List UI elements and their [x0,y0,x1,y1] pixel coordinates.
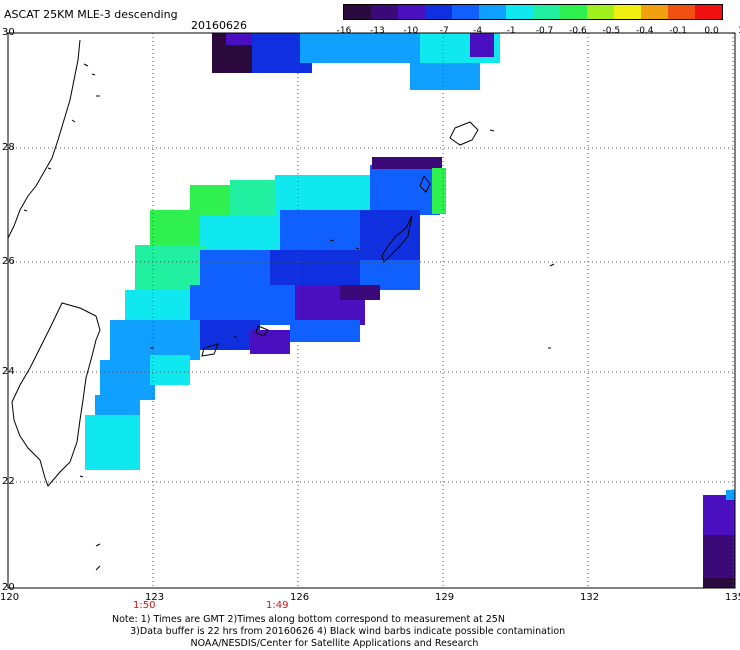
color-scale-swatch [371,5,398,19]
swath-cell [250,330,290,354]
color-scale-swatch [560,5,587,19]
color-scale-label: -1 [506,26,516,36]
swath-cell [226,33,256,45]
swath-cell [703,535,735,580]
swath-cell [270,250,370,290]
swath-cell [703,578,735,588]
lon-label: 120 [0,592,20,603]
color-scale-swatch [587,5,614,19]
coastline-small-isles [79,129,555,571]
coastline-amami [419,174,431,193]
color-scale-label: -7 [439,26,449,36]
lat-label: 26 [2,256,15,267]
swath-cell [290,320,360,342]
swath-cell [100,360,155,400]
lon-label: 132 [580,592,600,603]
lat-lon-grid [7,32,735,589]
color-scale-swatch [668,5,695,19]
swath-cell [432,168,446,214]
lon-label: 129 [435,592,455,603]
time-label-1: 1:49 [266,600,289,611]
time-label-0: 1:50 [133,600,156,611]
swath-cell [372,157,442,169]
footnote-line-1: Note: 1) Times are GMT 2)Times along bot… [112,614,505,625]
map-title: ASCAT 25KM MLE-3 descending [4,8,178,21]
lat-label: 30 [2,27,15,38]
swath-data-cells [85,33,735,588]
swath-cell [275,175,375,215]
color-scale-label: -0.4 [635,26,654,36]
lat-label: 28 [2,142,15,153]
swath-cell [470,33,494,57]
lat-label: 22 [2,476,15,487]
color-scale-label: -13 [370,26,385,36]
color-scale-label: -0.1 [669,26,687,36]
swath-cell [190,285,300,325]
color-scale-bar [343,4,723,20]
color-scale-swatch [344,5,371,19]
coastline-okinawa [381,215,413,263]
coastline-ishigaki [255,325,269,337]
coastline-iriomote [201,343,219,357]
swath-cell [300,33,420,63]
swath-cell [95,395,140,415]
map-frame [7,32,736,589]
swath-cell [340,285,380,300]
swath-cell [85,415,140,470]
coastlines [7,39,555,571]
coastline-taiwan [11,302,101,487]
footnote-line-3: NOAA/NESDIS/Center for Satellite Applica… [190,638,479,649]
color-scale-label: -0.7 [535,26,554,36]
color-scale-swatch [533,5,560,19]
lat-label: 20 [2,582,15,593]
color-scale-label: -0.6 [569,26,587,36]
color-scale-swatch [452,5,479,19]
color-scale-swatch [614,5,641,19]
color-scale-labels: -16 -13 -10 -7 -4 -1 -0.7 -0.6 -0.5 -0.4 -0.1 0.0 1.… [325,26,740,38]
swath-cell [370,165,440,215]
swath-cell [726,490,735,500]
coastline-china-islands [23,63,100,212]
color-scale-label: -4 [473,26,483,36]
footnote: Note: 1) Times are GMT 2)Times along bot… [112,614,565,650]
color-scale-swatch [506,5,533,19]
lon-label: 135 [725,592,740,603]
coastline-china [7,39,81,239]
lon-label: 123 [145,592,165,603]
color-scale-swatch [425,5,452,19]
lat-label: 24 [2,366,15,377]
lon-label: 126 [290,592,310,603]
color-scale-swatch [479,5,506,19]
swath-cell [200,250,280,290]
color-scale-label: -0.5 [602,26,621,36]
footnote-line-2: 3)Data buffer is 22 hrs from 20160626 4)… [130,626,566,637]
color-scale-swatch [398,5,425,19]
swath-cell [200,215,290,255]
swath-cell [280,210,370,250]
coastline-kyushu-south [449,121,479,146]
swath-cell [703,495,735,535]
color-scale-swatch [641,5,668,19]
color-scale-label: -10 [403,26,419,36]
color-scale-label: 0.0 [704,26,719,36]
color-scale-label: 1.0 [738,26,740,36]
color-scale-swatch [695,5,722,19]
swath-cell [110,320,200,360]
swath-cell [150,355,190,385]
color-scale-label: -16 [336,26,352,36]
map-date: 20160626 [191,19,247,32]
